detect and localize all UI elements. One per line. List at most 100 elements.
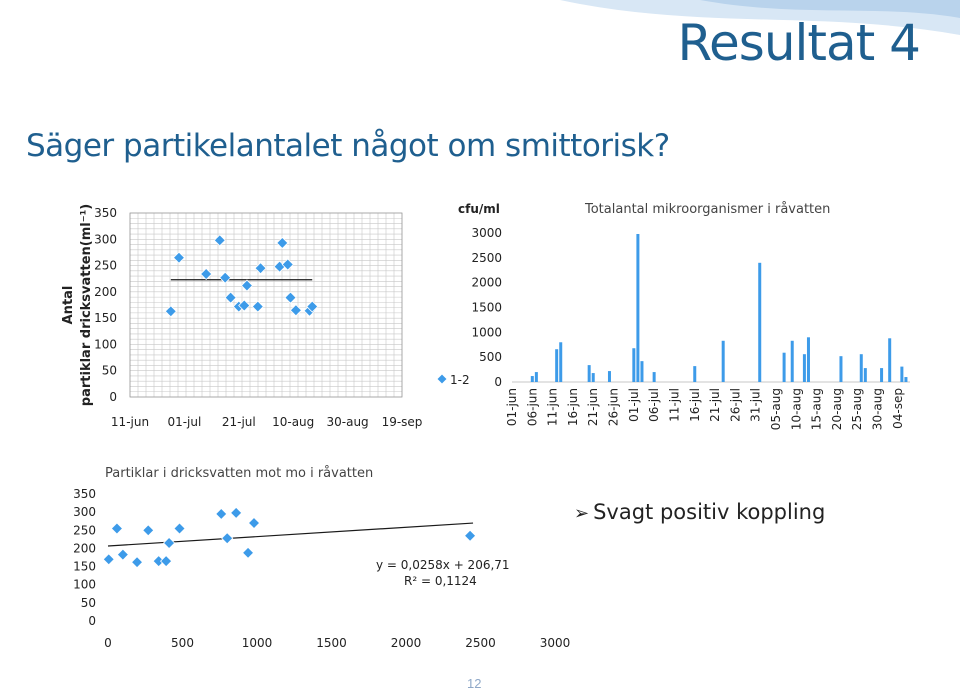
bar	[802, 354, 806, 382]
data-point	[241, 546, 255, 559]
bar	[888, 338, 892, 382]
x-tick-label: 1000	[242, 636, 273, 650]
page-number: 12	[467, 676, 482, 691]
x-tick-label: 15-aug	[810, 388, 824, 430]
x-tick-label: 31-jul	[749, 388, 763, 422]
y-axis-label-line1: Antal	[61, 286, 76, 325]
trendline	[107, 522, 474, 547]
x-tick-label: 26-jul	[728, 388, 742, 422]
x-tick-label: 01-jun	[505, 388, 519, 426]
data-point	[164, 305, 177, 318]
trendline-equation: y = 0,0258x + 206,71	[376, 558, 510, 572]
bar	[806, 337, 810, 382]
x-tick-label: 500	[171, 636, 194, 650]
bar	[900, 366, 904, 382]
x-tick-label: 26-jun	[607, 388, 621, 426]
legend-label: 1-25 µm	[450, 373, 470, 387]
x-tick-label: 19-sep	[382, 415, 423, 429]
bar	[587, 365, 591, 382]
y-tick-label: 1000	[471, 325, 502, 339]
y-tick-label: 50	[102, 364, 117, 378]
y-tick-label: 500	[479, 350, 502, 364]
data-point	[251, 300, 264, 313]
bar	[534, 372, 538, 382]
bar	[559, 342, 563, 382]
bar	[591, 373, 595, 382]
y-tick-label: 50	[81, 596, 96, 610]
x-tick-label: 05-aug	[769, 388, 783, 430]
x-tick-label: 21-jul	[222, 415, 256, 429]
bar	[607, 371, 611, 382]
x-tick-label: 30-aug	[327, 415, 369, 429]
bar	[530, 376, 534, 382]
y-tick-label: 350	[94, 206, 117, 220]
x-tick-label: 30-aug	[871, 388, 885, 430]
data-point	[254, 262, 267, 275]
bar	[782, 352, 786, 382]
bar	[839, 356, 843, 382]
arrow-bullet-icon: ➢	[574, 503, 590, 524]
y-tick-label: 250	[94, 259, 117, 273]
y-tick-label: 300	[94, 232, 117, 246]
x-tick-label: 11-jun	[546, 388, 560, 426]
data-point	[464, 529, 477, 542]
legend-marker	[436, 373, 448, 385]
bar	[863, 368, 867, 382]
x-tick-label: 1500	[316, 636, 347, 650]
data-point	[116, 548, 129, 561]
y-tick-label: 0	[494, 375, 502, 389]
data-point	[289, 304, 302, 317]
y-tick-label: 0	[109, 390, 117, 404]
y-tick-label: 3000	[471, 226, 502, 240]
data-point	[219, 271, 232, 284]
data-point	[213, 234, 226, 247]
data-point	[276, 236, 289, 250]
y-tick-label: 100	[73, 578, 96, 592]
data-point	[173, 522, 186, 535]
x-tick-label: 16-jul	[688, 388, 702, 422]
bar	[555, 349, 559, 382]
data-point	[172, 251, 186, 264]
y-tick-label: 0	[88, 614, 96, 628]
data-point	[247, 516, 261, 530]
x-tick-label: 04-sep	[891, 388, 905, 429]
chart-title: Totalantal mikroorganismer i råvatten	[584, 202, 830, 217]
y-tick-label: 300	[73, 505, 96, 519]
y-axis-label-line2: partiklar dricksvatten(ml⁻¹)	[79, 204, 94, 406]
x-tick-label: 25-aug	[850, 388, 864, 430]
y-tick-label: 200	[73, 541, 96, 555]
x-tick-label: 16-jun	[566, 388, 580, 426]
y-tick-label: 150	[94, 311, 117, 325]
data-point	[284, 291, 297, 304]
conclusion-bullet: ➢ Svagt positiv koppling	[574, 500, 825, 524]
data-point	[200, 267, 213, 281]
bar	[636, 233, 640, 382]
y-axis-label: cfu/ml	[458, 202, 500, 216]
bar	[640, 361, 644, 382]
y-tick-label: 1500	[471, 301, 502, 315]
y-tick-label: 150	[73, 560, 96, 574]
slide-subtitle: Säger partikelantalet något om smittoris…	[26, 128, 670, 164]
x-tick-label: 21-jul	[708, 388, 722, 422]
x-tick-label: 06-jul	[647, 388, 661, 422]
x-tick-label: 20-aug	[830, 388, 844, 430]
x-tick-label: 2500	[465, 636, 496, 650]
data-point	[110, 522, 124, 535]
trendline-r2: R² = 0,1124	[404, 574, 477, 588]
x-tick-label: 2000	[391, 636, 422, 650]
cfu-bar-chart: cfu/ml Totalantal mikroorganismer i råvat…	[458, 202, 910, 430]
data-point	[238, 299, 251, 312]
bar	[721, 340, 725, 382]
chart-title: Partiklar i dricksvatten mot mo i råvatt…	[105, 466, 373, 481]
conclusion-text: Svagt positiv koppling	[593, 500, 826, 524]
x-tick-label: 06-jun	[525, 388, 539, 426]
slide-title: Resultat 4	[677, 14, 921, 72]
wave-shape-dark	[700, 0, 960, 18]
x-tick-label: 10-aug	[789, 388, 803, 430]
bar	[652, 372, 656, 382]
data-point	[221, 532, 234, 545]
x-tick-label: 3000	[540, 636, 571, 650]
y-tick-label: 200	[94, 285, 117, 299]
data-point	[230, 506, 243, 519]
